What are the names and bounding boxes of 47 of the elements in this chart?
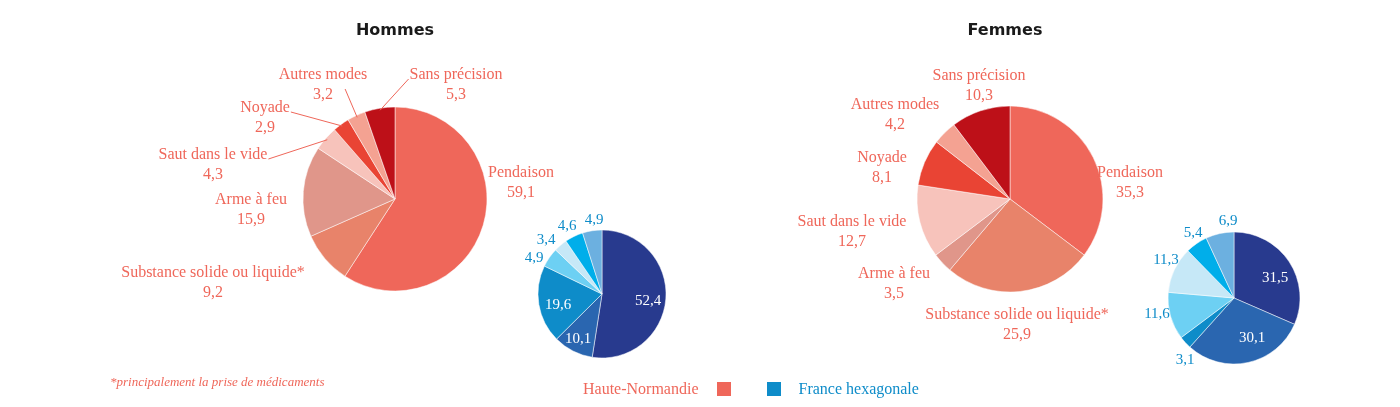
data-label: 5,4 <box>1183 223 1203 240</box>
data-label: 10,1 <box>564 329 592 346</box>
data-label: 30,1 <box>1238 328 1266 345</box>
data-label: 2,9 <box>255 118 275 136</box>
data-label: 15,9 <box>237 210 265 228</box>
data-label: 59,1 <box>507 183 535 201</box>
data-label: 3,2 <box>313 85 333 103</box>
slice-label: Haute-Normandie <box>583 380 699 398</box>
slice-label: Sans précision <box>409 65 503 84</box>
data-label: 4,9 <box>524 248 544 265</box>
slice-label: Arme à feu <box>215 190 287 208</box>
data-label: 3,5 <box>884 284 904 302</box>
data-label: 31,5 <box>1261 268 1289 285</box>
data-label: 52,4 <box>634 291 662 308</box>
data-label: 5,3 <box>446 85 466 103</box>
data-label: 6,9 <box>1218 211 1238 228</box>
slice-label: Substance solide ou liquide* <box>121 263 305 282</box>
slice-label: Arme à feu <box>858 264 930 282</box>
data-label: 3,1 <box>1175 350 1195 367</box>
slice-label: Noyade <box>240 98 290 117</box>
data-label: 3,4 <box>536 230 556 247</box>
data-label: 4,2 <box>885 115 905 133</box>
slice-label: Autres modes <box>850 95 940 113</box>
data-label: 10,3 <box>965 86 993 104</box>
legend-label: France hexagonale <box>798 380 919 398</box>
text: *principalement la prise de médicaments <box>110 374 325 390</box>
chart-title: Hommes <box>354 20 436 39</box>
slice-label: Autres modes <box>278 65 368 83</box>
data-label: 11,6 <box>1144 304 1171 321</box>
data-label: 19,6 <box>544 295 572 312</box>
slice-label: Pendaison <box>488 163 554 181</box>
data-label: 9,2 <box>203 283 223 301</box>
slice-label: Pendaison <box>1097 163 1163 181</box>
data-label: 25,9 <box>1003 325 1031 343</box>
data-label: 4,6 <box>557 216 577 233</box>
data-label: 4,9 <box>584 210 604 227</box>
slice-label: Sans précision <box>932 66 1026 85</box>
data-label: 8,1 <box>872 168 892 186</box>
data-label: 11,3 <box>1153 250 1179 267</box>
data-label: 35,3 <box>1116 183 1144 201</box>
slice-label: Noyade <box>857 148 907 167</box>
slice-label: Saut dans le vide <box>797 212 907 230</box>
data-label: 12,7 <box>838 232 866 250</box>
slice-label: Substance solide ou liquide* <box>925 305 1109 324</box>
data-label: 4,3 <box>203 165 223 183</box>
slice-label: Saut dans le vide <box>158 145 268 163</box>
chart-title: Femmes <box>966 20 1044 39</box>
